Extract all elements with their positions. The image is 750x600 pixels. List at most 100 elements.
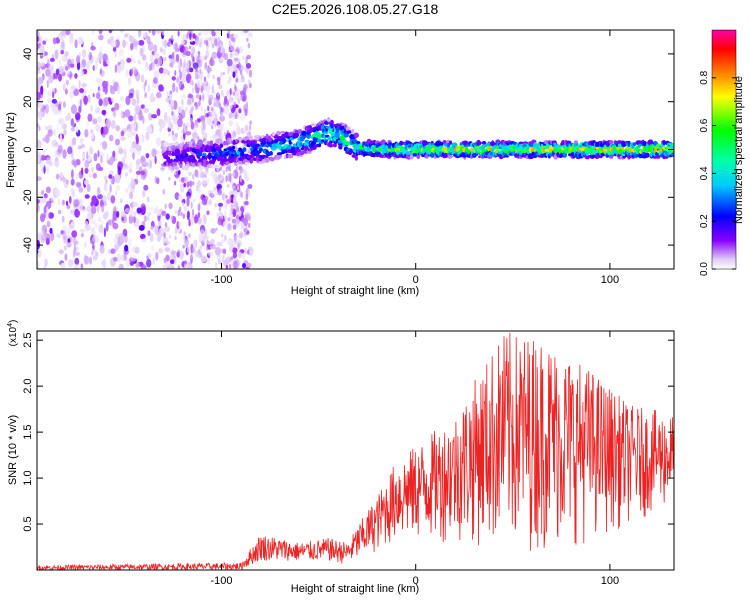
heatmap-cell <box>84 159 89 169</box>
heatmap-cell <box>236 126 241 135</box>
heatmap-cell <box>108 174 113 180</box>
heatmap-cell <box>232 91 235 96</box>
heatmap-cell <box>185 165 189 171</box>
heatmap-cell <box>128 237 132 248</box>
heatmap-cell <box>41 190 45 195</box>
heatmap-cell <box>221 133 224 141</box>
heatmap-cell <box>199 165 205 170</box>
heatmap-cell <box>270 157 275 161</box>
heatmap-cell <box>112 109 117 118</box>
heatmap-cell <box>223 99 230 108</box>
heatmap-cell <box>127 77 132 86</box>
heatmap-cell <box>46 220 51 228</box>
heatmap-cell <box>288 139 292 145</box>
heatmap-cell <box>136 97 140 105</box>
heatmap-cell <box>222 194 225 200</box>
heatmap-cell <box>246 250 250 255</box>
heatmap-cell <box>88 173 93 178</box>
heatmap-cell <box>124 244 129 252</box>
heatmap-cell <box>245 225 248 233</box>
heatmap-cell <box>62 199 65 206</box>
heatmap-cell <box>140 74 145 83</box>
heatmap-cell <box>53 106 59 115</box>
heatmap-cell <box>209 58 215 67</box>
heatmap-cell <box>110 248 116 254</box>
heatmap-cell <box>42 265 47 269</box>
heatmap-cell <box>223 131 227 137</box>
heatmap-cell <box>594 155 600 159</box>
heatmap-cell <box>144 64 149 72</box>
heatmap-cell <box>162 68 168 75</box>
heatmap-cell <box>37 36 40 42</box>
heatmap-cell <box>239 46 243 54</box>
heatmap-cell <box>60 172 64 179</box>
heatmap-cell <box>133 215 136 224</box>
heatmap-cell <box>37 203 40 213</box>
heatmap-cell <box>55 157 59 162</box>
heatmap-cell <box>375 151 381 156</box>
heatmap-cell <box>644 154 649 158</box>
heatmap-cell <box>153 77 158 84</box>
heatmap-cell <box>160 120 166 129</box>
heatmap-cell <box>121 216 125 221</box>
heatmap-cell <box>207 72 210 79</box>
heatmap-cell <box>58 59 61 65</box>
heatmap-cell <box>37 232 43 241</box>
heatmap-cell <box>168 202 173 209</box>
heatmap-cell <box>183 183 186 188</box>
heatmap-cell <box>115 125 121 132</box>
heatmap-cell <box>228 76 232 83</box>
heatmap-cell <box>258 147 263 152</box>
heatmap-cell <box>244 247 247 255</box>
heatmap-cell <box>229 257 232 263</box>
heatmap-cell <box>249 120 252 125</box>
heatmap-cell <box>228 96 235 104</box>
heatmap-cell <box>62 101 66 108</box>
heatmap-cell <box>218 138 223 145</box>
heatmap-cell <box>70 104 77 115</box>
heatmap-cell <box>197 211 201 219</box>
spectrogram-x-axis: -100 0 100 <box>210 30 619 286</box>
heatmap-cell <box>49 227 53 234</box>
heatmap-cell <box>47 90 52 97</box>
heatmap-cell <box>60 50 64 55</box>
heatmap-cell <box>310 123 316 126</box>
heatmap-cell <box>186 181 190 188</box>
heatmap-cell <box>165 143 171 147</box>
heatmap-cell <box>155 137 162 147</box>
heatmap-cell <box>148 64 152 72</box>
heatmap-cell <box>39 161 45 169</box>
heatmap-cell <box>223 261 226 267</box>
heatmap-cell <box>135 144 142 152</box>
heatmap-cell <box>70 127 75 132</box>
heatmap-cell <box>143 107 150 113</box>
heatmap-cell <box>229 51 233 59</box>
heatmap-cell <box>206 118 212 127</box>
heatmap-cell <box>116 65 122 74</box>
heatmap-cell <box>206 210 210 216</box>
heatmap-cell <box>212 74 215 80</box>
heatmap-cell <box>54 188 61 198</box>
heatmap-cell <box>77 204 84 212</box>
heatmap-cell <box>62 149 67 159</box>
heatmap-cell <box>200 105 203 112</box>
heatmap-cell <box>232 247 238 254</box>
heatmap-cell <box>181 68 187 78</box>
heatmap-cell <box>230 104 233 109</box>
x-tick-label: 0 <box>413 274 419 286</box>
heatmap-cell <box>151 245 154 251</box>
heatmap-cell <box>600 152 605 157</box>
heatmap-cell <box>79 88 84 94</box>
heatmap-cell <box>185 238 188 243</box>
heatmap-cell <box>135 170 141 175</box>
heatmap-cell <box>81 167 84 176</box>
heatmap-cell <box>242 263 246 269</box>
heatmap-cell <box>247 213 250 220</box>
heatmap-cell <box>190 216 195 226</box>
heatmap-cell <box>100 155 103 164</box>
heatmap-cell <box>156 205 159 213</box>
heatmap-cell <box>162 30 165 36</box>
heatmap-cell <box>241 73 244 80</box>
y-tick-label: -40 <box>22 237 34 253</box>
heatmap-cell <box>219 166 223 171</box>
